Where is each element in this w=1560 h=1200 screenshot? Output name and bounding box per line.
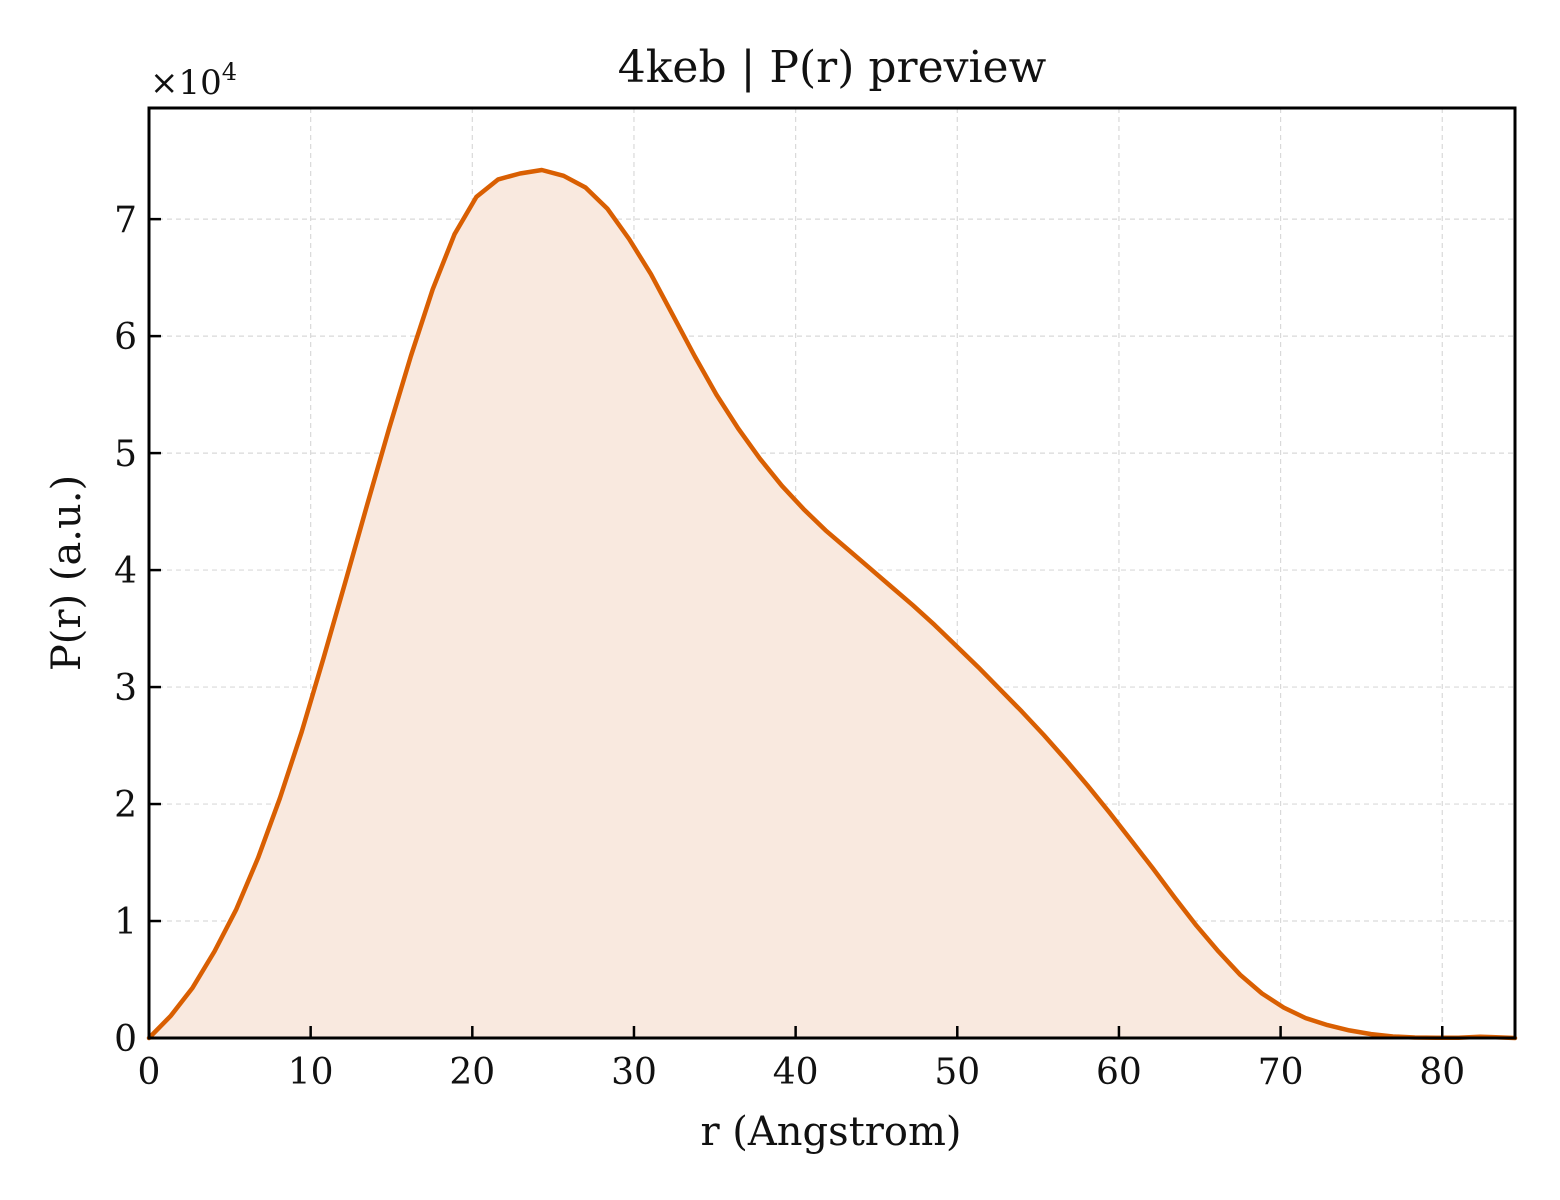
y-tick-label: 3 [114, 668, 137, 709]
y-tick-label: 0 [114, 1019, 137, 1060]
x-tick-label: 70 [1258, 1052, 1304, 1093]
x-tick-label: 10 [288, 1052, 334, 1093]
x-tick-label: 40 [773, 1052, 819, 1093]
axis-ticks: 0 10 20 30 40 50 60 70 80 0 1 2 3 4 5 6 7 [114, 200, 1465, 1093]
y-axis-multiplier-exponent: 4 [222, 58, 237, 86]
y-tick-label: 5 [114, 434, 137, 475]
y-tick-label: 7 [114, 200, 137, 241]
y-axis-multiplier-base: ×10 [150, 63, 222, 103]
y-tick-label: 2 [114, 785, 137, 826]
x-tick-label: 30 [611, 1052, 657, 1093]
plot-frame [147, 106, 1517, 1040]
y-axis-multiplier: ×104 [150, 58, 237, 103]
y-tick-label: 1 [114, 902, 137, 943]
y-axis-label: P(r) (a.u.) [44, 475, 90, 671]
x-tick-label: 50 [934, 1052, 980, 1093]
pr-area-fill [149, 170, 1515, 1038]
y-tick-label: 6 [114, 317, 137, 358]
x-tick-label: 80 [1419, 1052, 1465, 1093]
pr-series-line [146, 167, 1518, 1041]
x-tick-label: 0 [138, 1052, 161, 1093]
chart-title: 4keb | P(r) preview [618, 42, 1047, 93]
x-axis-label: r (Angstrom) [700, 1109, 961, 1155]
x-tick-label: 60 [1096, 1052, 1142, 1093]
y-tick-label: 4 [114, 551, 137, 592]
x-tick-label: 20 [449, 1052, 495, 1093]
